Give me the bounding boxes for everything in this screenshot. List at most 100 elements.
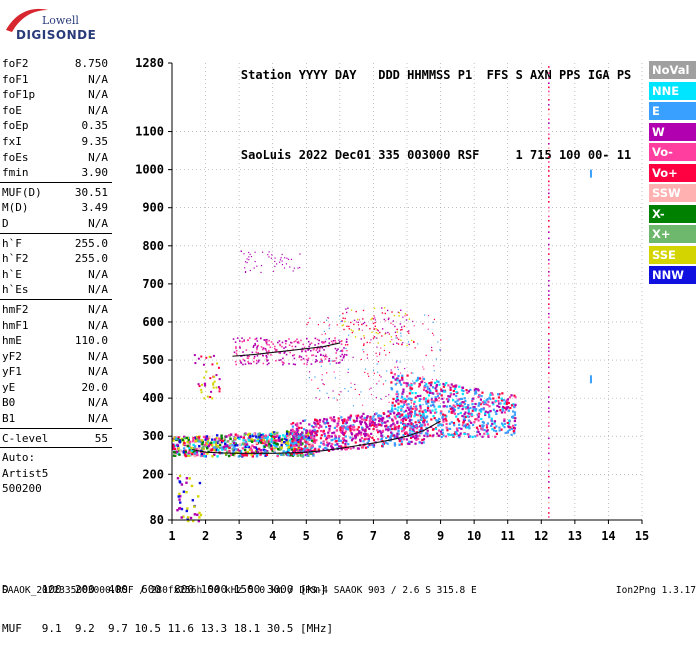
echo-point	[508, 419, 511, 422]
echo-point	[478, 409, 481, 412]
echo-point	[242, 358, 245, 361]
echo-point	[457, 434, 460, 437]
echo-point	[258, 359, 260, 362]
echo-point	[348, 328, 351, 330]
echo-point	[213, 380, 216, 383]
x-tick-label: 13	[568, 529, 582, 543]
echo-point	[217, 366, 220, 369]
echo-point	[408, 318, 411, 320]
echo-point	[370, 319, 372, 321]
echo-point	[284, 435, 287, 439]
echo-point	[339, 430, 343, 434]
echo-point	[481, 428, 484, 431]
scaled-parameters-panel: foF2 8.750 foF1 N/A foF1p N/A foE N/A foEp 0.…	[0, 56, 112, 497]
echo-point	[296, 341, 299, 344]
echo-point	[385, 441, 388, 444]
echo-point	[460, 389, 464, 392]
echo-point	[182, 490, 186, 493]
echo-point	[270, 257, 273, 259]
echo-point	[377, 330, 380, 332]
echo-point	[290, 422, 293, 426]
echo-point	[215, 442, 218, 445]
x-tick-label: 3	[236, 529, 243, 543]
echo-point	[352, 330, 354, 332]
echo-point	[291, 442, 295, 446]
echo-point	[297, 446, 300, 450]
echo-point	[274, 439, 277, 442]
echo-point	[503, 406, 506, 410]
echo-point	[259, 441, 263, 444]
echo-point	[291, 432, 294, 435]
echo-point	[411, 422, 414, 426]
echo-point	[431, 346, 433, 349]
echo-point	[452, 434, 455, 437]
echo-point	[328, 427, 331, 431]
echo-point	[256, 340, 259, 342]
echo-point	[301, 455, 305, 458]
echo-point	[484, 403, 487, 406]
echo-point	[296, 424, 299, 427]
echo-point	[364, 428, 367, 431]
interference-point	[548, 339, 550, 341]
echo-point	[263, 339, 266, 341]
echo-point	[246, 444, 249, 448]
y-tick-label: 400	[142, 391, 164, 405]
echo-point	[422, 415, 426, 418]
echo-point	[253, 439, 256, 442]
param-name: B1	[2, 412, 16, 426]
echo-point	[514, 396, 517, 399]
echo-point	[390, 388, 394, 391]
interference-point	[548, 215, 550, 218]
echo-point	[477, 430, 480, 434]
echo-point	[347, 368, 350, 370]
echo-point	[329, 416, 332, 420]
echo-point	[499, 409, 502, 412]
echo-point	[400, 395, 404, 398]
echo-point	[268, 362, 270, 365]
echo-point	[458, 404, 462, 408]
echo-point	[354, 441, 357, 444]
echo-point	[275, 445, 278, 448]
echo-point	[301, 348, 304, 351]
echo-point	[391, 401, 394, 404]
echo-point	[449, 388, 452, 391]
legend-item-vo: Vo+	[649, 163, 696, 182]
echo-point	[235, 346, 237, 348]
echo-point	[377, 438, 380, 441]
echo-point	[206, 447, 209, 450]
echo-point	[341, 350, 344, 353]
echo-point	[334, 337, 336, 339]
echo-point	[268, 349, 270, 352]
echo-point	[235, 349, 238, 352]
echo-point	[250, 440, 254, 443]
echo-point	[434, 381, 437, 384]
param-value: 30.51	[74, 185, 108, 199]
echo-point	[315, 397, 317, 399]
echo-point	[407, 403, 410, 406]
echo-point	[362, 412, 365, 415]
echo-point	[306, 440, 310, 444]
param-value: 110.0	[74, 334, 108, 348]
echo-point	[473, 406, 476, 409]
echo-point	[456, 404, 459, 407]
echo-point	[411, 407, 414, 410]
echo-point	[290, 429, 293, 432]
echo-point	[417, 437, 420, 440]
echo-point	[221, 439, 225, 443]
echo-point	[425, 416, 428, 419]
echo-point	[334, 440, 337, 443]
echo-point	[397, 406, 400, 409]
echo-point	[412, 428, 415, 431]
echo-point	[393, 442, 396, 445]
echo-point	[408, 440, 411, 443]
echo-point	[283, 267, 286, 269]
echo-point	[398, 379, 401, 382]
echo-point	[242, 442, 245, 446]
echo-point	[410, 434, 413, 437]
param-name: h`E	[2, 267, 22, 281]
echo-point	[187, 454, 190, 457]
echo-point	[405, 319, 408, 321]
echo-point	[285, 438, 288, 442]
echo-point	[413, 325, 415, 327]
echo-point	[214, 448, 218, 451]
